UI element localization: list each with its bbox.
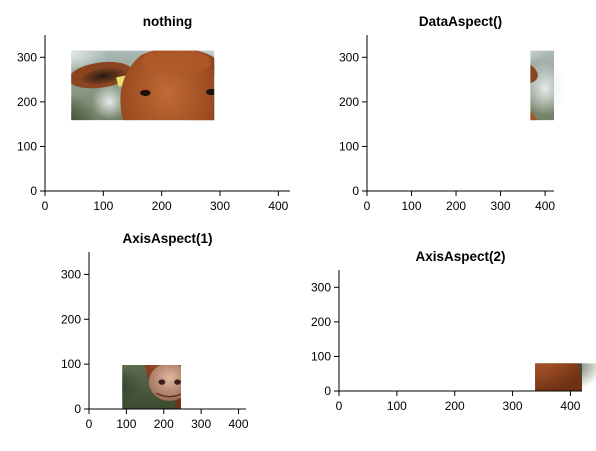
x-tick-label: 0 bbox=[42, 199, 49, 213]
x-tick-label: 0 bbox=[86, 417, 93, 431]
y-tick-label: 0 bbox=[74, 402, 81, 416]
y-tick-label: 0 bbox=[324, 384, 331, 398]
x-tick-label: 200 bbox=[154, 417, 174, 431]
x-tick-label: 400 bbox=[268, 199, 288, 213]
y-tick-label: 100 bbox=[311, 349, 331, 363]
panel-title: AxisAspect(1) bbox=[122, 231, 212, 246]
panel-title: DataAspect() bbox=[419, 14, 502, 29]
x-tick-label: 100 bbox=[116, 417, 136, 431]
y-tick-label: 200 bbox=[339, 95, 359, 109]
y-tick-label: 100 bbox=[17, 139, 37, 153]
panels: 0 100 200 300 400 0 100 200 300 nothing 0 100 200 300… bbox=[17, 14, 596, 431]
x-tick-label: 100 bbox=[402, 199, 422, 213]
panel-3: 0 100 200 300 400 0 100 200 300 AxisAspect(1) bbox=[61, 231, 249, 431]
panel-4: 0 100 200 300 400 0 100 200 300 AxisAspect(2) bbox=[311, 249, 596, 413]
y-tick-label: 0 bbox=[30, 184, 37, 198]
x-tick-label: 300 bbox=[210, 199, 230, 213]
x-tick-label: 0 bbox=[336, 399, 343, 413]
cow-photo-image bbox=[530, 50, 573, 121]
panel-title: nothing bbox=[143, 14, 192, 29]
y-tick-label: 300 bbox=[339, 50, 359, 64]
x-tick-label: 300 bbox=[503, 399, 523, 413]
y-tick-label: 200 bbox=[17, 95, 37, 109]
y-tick-label: 300 bbox=[311, 280, 331, 294]
x-tick-label: 400 bbox=[535, 199, 555, 213]
y-tick-label: 0 bbox=[352, 184, 359, 198]
cow-photo-image bbox=[71, 50, 215, 121]
x-tick-label: 400 bbox=[229, 417, 249, 431]
panel-2: 0 100 200 300 400 0 100 200 300 DataAspect() bbox=[339, 14, 573, 213]
x-tick-label: 200 bbox=[446, 199, 466, 213]
y-tick-label: 100 bbox=[61, 357, 81, 371]
y-tick-label: 300 bbox=[17, 50, 37, 64]
x-tick-label: 400 bbox=[560, 399, 580, 413]
cow-photo-image bbox=[535, 363, 596, 392]
x-tick-label: 200 bbox=[445, 399, 465, 413]
cow-photo-image bbox=[122, 365, 181, 410]
x-tick-label: 100 bbox=[387, 399, 407, 413]
y-tick-label: 200 bbox=[61, 312, 81, 326]
y-tick-label: 300 bbox=[61, 267, 81, 281]
x-tick-label: 300 bbox=[491, 199, 511, 213]
x-tick-label: 300 bbox=[191, 417, 211, 431]
panel-1: 0 100 200 300 400 0 100 200 300 nothing bbox=[17, 14, 290, 213]
x-tick-label: 0 bbox=[364, 199, 371, 213]
y-tick-label: 100 bbox=[339, 139, 359, 153]
x-tick-label: 200 bbox=[152, 199, 172, 213]
x-tick-label: 100 bbox=[93, 199, 113, 213]
panel-title: AxisAspect(2) bbox=[415, 249, 505, 264]
y-tick-label: 200 bbox=[311, 315, 331, 329]
